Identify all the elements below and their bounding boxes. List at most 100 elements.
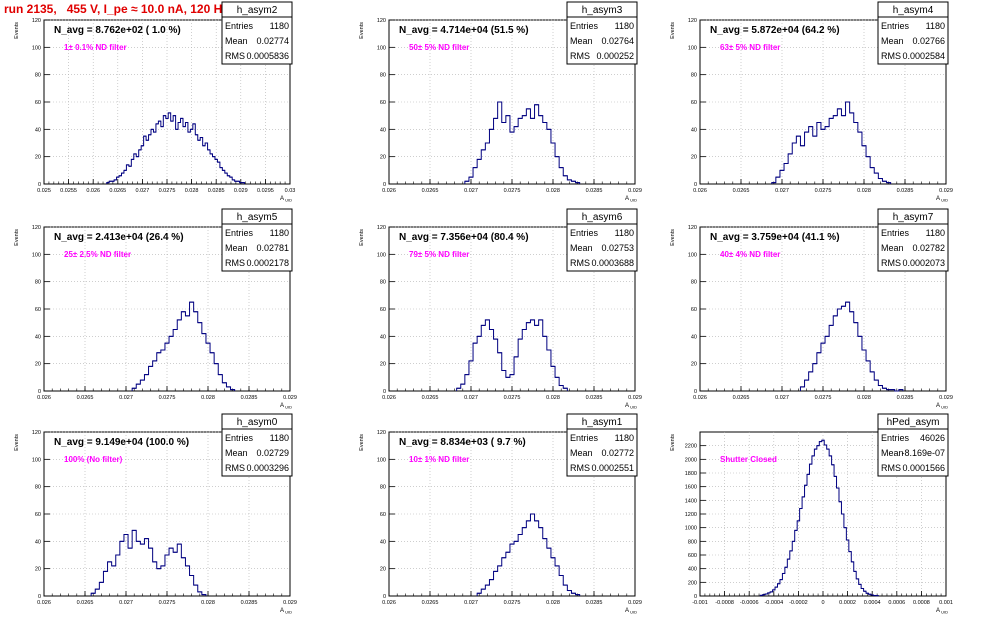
y-tick-label: 40 (691, 334, 697, 340)
y-tick-label: 120 (377, 18, 386, 24)
stats-box-frame (566, 208, 638, 272)
histogram-pad-h_asym3: 0.026 0.0265 0.027 0.0275 0.028 0.0285 0.029 0 2… (359, 1, 642, 203)
stat-label: Entries (225, 21, 254, 31)
x-tick-label: 0.025 (37, 188, 51, 194)
stat-value: 0.0003688 (591, 258, 634, 268)
filter-annotation: 100% (No filter) (64, 455, 123, 464)
y-tick-label: 20 (380, 155, 386, 161)
histogram-name: h_asym6 (582, 212, 623, 223)
stat-value: 0.02766 (912, 36, 945, 46)
x-tick-label: 0.026 (382, 600, 396, 606)
stat-value: 1180 (270, 228, 289, 238)
stats-box-frame (221, 208, 293, 272)
stat-value: 0.0001566 (902, 463, 945, 473)
x-tick-label: 0.0265 (109, 188, 126, 194)
x-tick-label: 0.0285 (241, 395, 258, 401)
filter-annotation: 1± 0.1% ND filter (64, 43, 127, 52)
stat-value: 0.02782 (912, 243, 945, 253)
y-tick-label: 20 (35, 362, 41, 368)
x-tick-label: 0.028 (857, 395, 871, 401)
y-tick-label: 80 (691, 73, 697, 79)
histogram-pad-h_asym2: 0.025 0.0255 0.026 0.0265 0.027 0.0275 0.028 0.… (14, 1, 295, 203)
x-tick-label: 0.0275 (815, 188, 832, 194)
stat-label: RMS (881, 258, 901, 268)
x-tick-label: 0.0265 (77, 600, 94, 606)
y-tick-label: 400 (688, 567, 697, 573)
y-tick-label: 40 (691, 127, 697, 133)
y-tick-label: 40 (35, 539, 41, 545)
stat-value: 0.0002073 (902, 258, 945, 268)
x-tick-label: 0.0255 (60, 188, 77, 194)
stat-value: 0.0003296 (246, 463, 289, 473)
x-tick-label: 0.0265 (77, 395, 94, 401)
stats-box: h_asym3 Entries 1180 Mean 0.02764 RMS 0.000252 (566, 1, 638, 65)
y-tick-label: 40 (380, 127, 386, 133)
stats-box: h_asym4 Entries 1180 Mean 0.02766 RMS 0.000258… (877, 1, 949, 65)
x-axis-label: A UID (625, 403, 637, 410)
y-tick-label: 40 (35, 127, 41, 133)
y-tick-label: 80 (35, 73, 41, 79)
x-tick-label: 0.026 (37, 395, 51, 401)
x-tick-label: 0.0275 (504, 395, 521, 401)
stat-label: RMS (225, 463, 245, 473)
stats-box-frame (877, 413, 949, 477)
y-tick-label: 40 (380, 334, 386, 340)
y-tick-label: 0 (38, 389, 41, 395)
y-tick-label: 1200 (685, 512, 697, 518)
x-tick-label: 0.029 (939, 188, 953, 194)
y-axis-label: Events (14, 434, 20, 451)
y-tick-label: 100 (32, 457, 41, 463)
stat-value: 1180 (926, 21, 945, 31)
x-tick-label: 0.0285 (586, 395, 603, 401)
y-tick-label: 0 (38, 182, 41, 188)
stats-box-frame (877, 208, 949, 272)
y-tick-label: 2200 (685, 444, 697, 450)
y-tick-label: 0 (38, 594, 41, 600)
x-tick-label: 0.001 (939, 600, 953, 606)
y-tick-label: 60 (35, 100, 41, 106)
stat-value: 0.0002551 (591, 463, 634, 473)
stat-value: 0.0005836 (246, 51, 289, 61)
x-tick-label: 0.027 (136, 188, 150, 194)
histogram-name: h_asym0 (237, 417, 278, 428)
x-tick-label: 0.0275 (159, 600, 176, 606)
stats-box-frame (221, 1, 293, 65)
stat-label: Mean (570, 448, 593, 458)
x-tick-label: 0.0265 (733, 188, 750, 194)
x-tick-label: -0.0004 (764, 600, 783, 606)
stat-value: 0.02764 (601, 36, 634, 46)
filter-annotation: Shutter Closed (720, 455, 777, 464)
y-tick-label: 60 (691, 307, 697, 313)
y-axis-label: Events (670, 229, 676, 246)
y-axis-label: Events (14, 229, 20, 246)
y-tick-label: 100 (377, 252, 386, 258)
x-tick-label: 0.0285 (208, 188, 225, 194)
y-tick-label: 0 (383, 594, 386, 600)
x-tick-label: 0.029 (628, 188, 642, 194)
y-tick-label: 0 (383, 182, 386, 188)
stat-value: 0.02781 (256, 243, 289, 253)
x-tick-label: 0.026 (382, 395, 396, 401)
x-axis-label: A UID (280, 196, 292, 203)
stat-value: 0.0002178 (246, 258, 289, 268)
stat-value: 1180 (270, 21, 289, 31)
stat-value: -8.169e-07 (901, 448, 945, 458)
x-tick-label: 0.0285 (897, 395, 914, 401)
y-tick-label: 120 (688, 225, 697, 231)
n-avg-label: N_avg = 9.149e+04 (100.0 %) (54, 437, 189, 448)
histogram-name: h_asym3 (582, 5, 623, 16)
y-axis-label: Events (359, 22, 365, 39)
x-tick-label: 0.029 (234, 188, 248, 194)
histogram-name: h_asym1 (582, 417, 623, 428)
y-tick-label: 40 (35, 334, 41, 340)
stat-label: RMS (570, 463, 590, 473)
y-tick-label: 0 (694, 594, 697, 600)
x-tick-label: 0.0275 (504, 600, 521, 606)
y-tick-label: 20 (35, 155, 41, 161)
stat-label: Mean (225, 448, 248, 458)
histogram-pad-hPed_asym: -0.001 -0.0008 -0.0006 -0.0004 -0.0002 0 0.000… (670, 413, 953, 615)
x-tick-label: 0.0265 (422, 600, 439, 606)
n-avg-label: N_avg = 3.759e+04 (41.1 %) (710, 232, 840, 243)
stats-box-frame (566, 413, 638, 477)
x-tick-label: 0.026 (86, 188, 100, 194)
